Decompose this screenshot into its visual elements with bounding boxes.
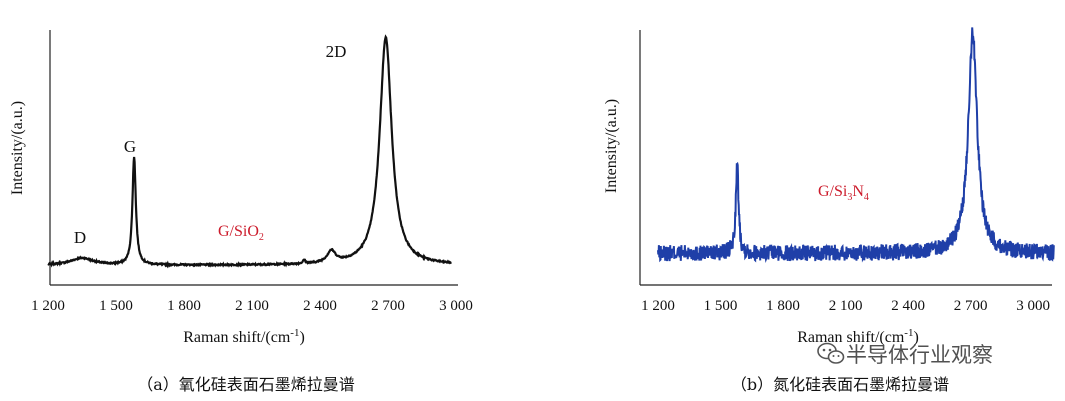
x-tick-label: 1 800 xyxy=(766,298,800,314)
x-tick-label: 1 500 xyxy=(704,298,738,314)
panel-a: 1 200 1 500 1 800 2 100 2 400 2 700 3 000 Inte… xyxy=(9,30,473,394)
watermark: 半导体行业观察 xyxy=(817,342,993,367)
substrate-label-si3n4: G/Si3N4 xyxy=(818,183,869,203)
panel-b-caption: （b）氮化硅表面石墨烯拉曼谱 xyxy=(731,375,949,394)
x-tick-label: 3 000 xyxy=(1016,298,1050,314)
x-tick-label: 2 400 xyxy=(303,298,337,314)
panel-a-y-axis-label: Intensity/(a.u.) xyxy=(9,101,26,195)
panel-b: 1 200 1 500 1 800 2 100 2 400 2 700 3 000 Inte… xyxy=(603,27,1055,394)
x-tick-label: 2 400 xyxy=(891,298,925,314)
x-tick-label: 1 500 xyxy=(99,298,133,314)
panel-a-spectrum-line xyxy=(47,34,452,269)
panel-b-y-axis-label: Intensity/(a.u.) xyxy=(603,99,620,193)
panel-a-x-ticks: 1 200 1 500 1 800 2 100 2 400 2 700 3 000 xyxy=(31,298,473,314)
panel-b-spectrum-line xyxy=(657,27,1055,263)
x-tick-label: 2 100 xyxy=(829,298,863,314)
x-tick-label: 2 700 xyxy=(954,298,988,314)
panel-a-x-axis-label: Raman shift/(cm-1) xyxy=(183,327,305,346)
x-tick-label: 2 700 xyxy=(371,298,405,314)
peak-label-2d: 2D xyxy=(326,42,347,61)
substrate-label-sio2: G/SiO2 xyxy=(218,223,264,243)
x-tick-label: 1 200 xyxy=(31,298,65,314)
panel-b-x-ticks: 1 200 1 500 1 800 2 100 2 400 2 700 3 000 xyxy=(641,298,1050,314)
panel-a-caption: （a）氧化硅表面石墨烯拉曼谱 xyxy=(137,375,355,394)
x-tick-label: 2 100 xyxy=(235,298,269,314)
x-tick-label: 1 200 xyxy=(641,298,675,314)
peak-label-d: D xyxy=(74,228,86,247)
peak-label-g: G xyxy=(124,137,136,156)
panel-b-x-axis-label: Raman shift/(cm-1) xyxy=(797,327,919,346)
wechat-icon xyxy=(817,342,845,364)
watermark-text: 半导体行业观察 xyxy=(846,343,993,367)
x-tick-label: 3 000 xyxy=(439,298,473,314)
x-tick-label: 1 800 xyxy=(167,298,201,314)
